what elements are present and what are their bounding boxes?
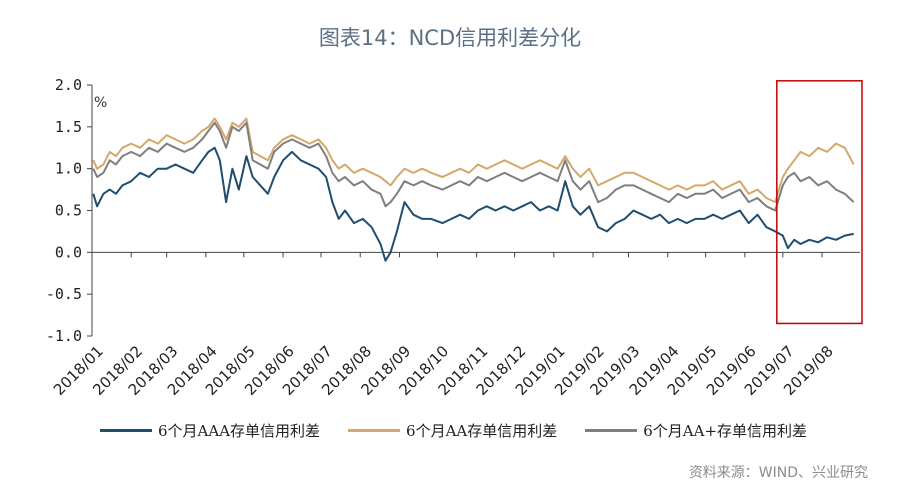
legend-label-aa: 6个月AA存单信用利差 [406, 421, 558, 440]
x-axis: 2018/012018/022018/032018/042018/052018/… [50, 251, 860, 399]
legend-label-aaa: 6个月AAA存单信用利差 [158, 421, 321, 440]
series-line-0 [92, 146, 854, 262]
legend: 6个月AAA存单信用利差 6个月AA存单信用利差 6个月AA+存单信用利差 [100, 418, 890, 442]
legend-swatch-aa-plus [585, 428, 638, 432]
legend-item-aa-plus: 6个月AA+存单信用利差 [585, 420, 807, 441]
source-note: 资料来源：WIND、兴业研究 [688, 465, 868, 481]
chart-title: 图表14：NCD信用利差分化 [318, 26, 582, 50]
unit-label: % [94, 95, 107, 111]
y-tick-label: 1.5 [55, 118, 82, 136]
series-lines [92, 117, 855, 262]
legend-swatch-aa [348, 428, 401, 432]
y-tick-label: 0.5 [55, 202, 82, 220]
legend-item-aaa: 6个月AAA存单信用利差 [100, 420, 320, 441]
series-line-2 [92, 121, 855, 212]
series-line-1 [92, 117, 855, 204]
legend-label-aa-plus: 6个月AA+存单信用利差 [643, 421, 808, 440]
legend-item-aa: 6个月AA存单信用利差 [348, 420, 557, 441]
y-tick-label: 1.0 [55, 160, 82, 178]
y-tick-label: -0.5 [46, 285, 82, 303]
highlight-box [776, 80, 863, 325]
legend-swatch-aaa [100, 428, 152, 432]
y-axis: 2.0 1.5 1.0 0.5 0.0 -0.5 -1.0 [46, 76, 93, 345]
y-tick-label: 2.0 [55, 76, 82, 94]
y-tick-label: -1.0 [46, 327, 82, 345]
y-tick-label: 0.0 [55, 243, 82, 261]
